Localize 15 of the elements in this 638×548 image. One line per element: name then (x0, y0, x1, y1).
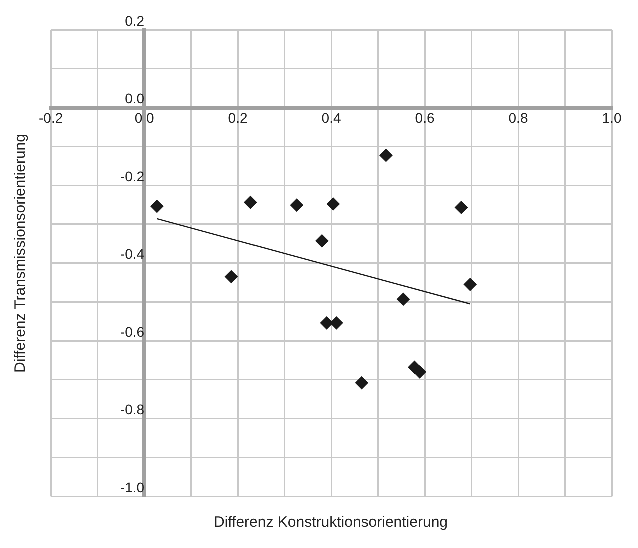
y-axis-title: Differenz Transmissionsorientierung (12, 134, 28, 372)
y-tick-label: -1.0 (120, 479, 145, 496)
y-tick-label: -0.2 (120, 168, 145, 184)
y-tick-label: 0.0 (125, 90, 145, 107)
y-tick-label: 0.2 (125, 12, 145, 29)
x-tick-label: 0.2 (228, 110, 248, 126)
x-axis-title: Differenz Konstruktionsorientierung (212, 514, 450, 531)
x-tick-label: 0.6 (415, 110, 435, 126)
x-tick-label: 0.4 (322, 110, 342, 126)
y-tick-label: -0.6 (120, 324, 145, 340)
x-tick-label: -0.2 (39, 110, 64, 126)
y-tick-label: -0.4 (120, 246, 145, 262)
x-tick-label: 0.8 (508, 110, 528, 126)
y-tick-label: -0.8 (120, 402, 145, 418)
x-tick-label: 1.0 (602, 110, 622, 126)
